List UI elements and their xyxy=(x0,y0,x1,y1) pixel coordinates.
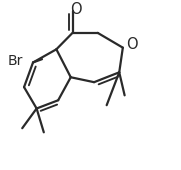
Text: Br: Br xyxy=(8,54,23,68)
Text: O: O xyxy=(70,2,82,16)
Text: O: O xyxy=(126,37,138,52)
